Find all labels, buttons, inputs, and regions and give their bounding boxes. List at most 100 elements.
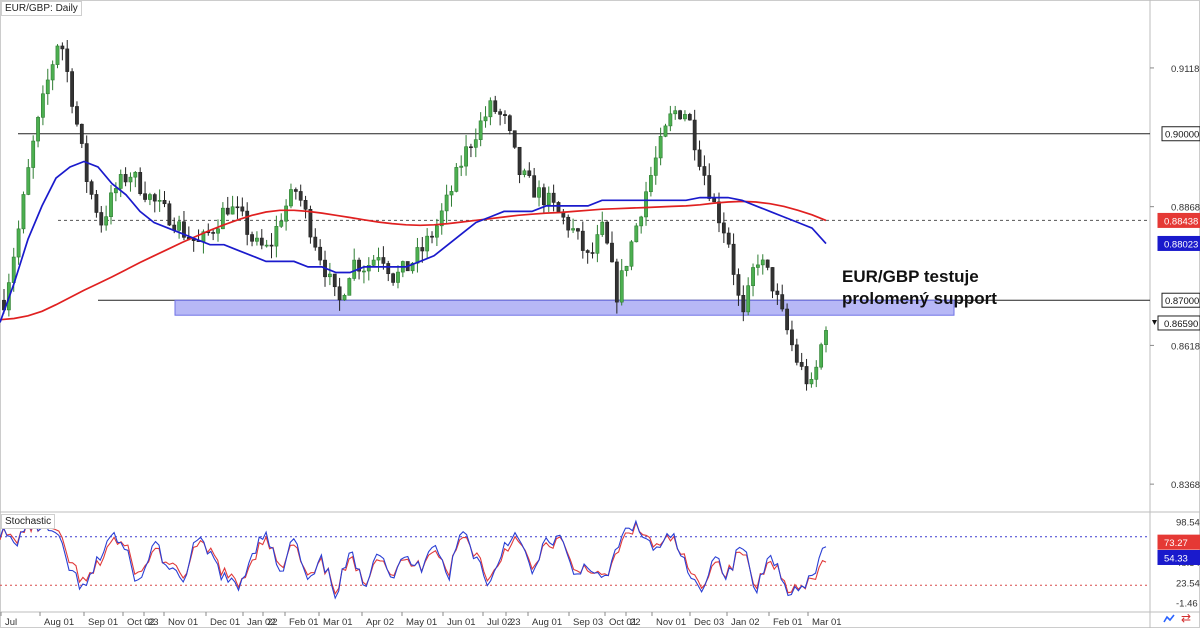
candle bbox=[804, 358, 809, 391]
candle bbox=[775, 283, 780, 305]
candle-body bbox=[639, 216, 644, 227]
candle bbox=[444, 184, 449, 223]
candle bbox=[41, 85, 45, 126]
candle bbox=[45, 68, 50, 105]
candle bbox=[128, 172, 133, 192]
candle-body bbox=[36, 117, 40, 142]
time-tick-label: 23 bbox=[148, 617, 159, 628]
time-tick-label: Nov 01 bbox=[656, 617, 686, 628]
candle-body bbox=[167, 203, 172, 226]
candle-body bbox=[337, 286, 342, 301]
candle-body bbox=[342, 295, 347, 301]
candle-body bbox=[357, 259, 361, 272]
candle-body bbox=[634, 225, 639, 243]
candle bbox=[600, 211, 605, 237]
price-badge: 0.88023 bbox=[1157, 235, 1200, 251]
candle bbox=[644, 181, 648, 226]
candle bbox=[415, 237, 420, 273]
level-label-text: 0.87000 bbox=[1165, 296, 1199, 307]
candle bbox=[70, 68, 74, 114]
candle bbox=[507, 114, 512, 135]
price-tick-label: 0.83686 bbox=[1171, 480, 1200, 491]
candle bbox=[352, 248, 357, 281]
candle bbox=[736, 268, 741, 306]
candle bbox=[551, 184, 556, 212]
candle bbox=[624, 265, 629, 277]
candle-body bbox=[245, 210, 250, 235]
support-zone-layer bbox=[174, 299, 955, 316]
candle-body bbox=[741, 295, 746, 313]
candle-body bbox=[259, 237, 264, 246]
candle bbox=[371, 254, 376, 267]
candle bbox=[595, 224, 600, 263]
candle-body bbox=[211, 232, 216, 234]
candle bbox=[687, 112, 692, 121]
candle-body bbox=[590, 252, 595, 254]
stochastic-badge-box bbox=[1157, 534, 1200, 550]
candle bbox=[245, 202, 250, 246]
candle bbox=[89, 179, 94, 200]
candle bbox=[498, 108, 503, 126]
candle-body bbox=[157, 200, 162, 202]
candle bbox=[240, 197, 245, 217]
tradingview-logo-icon[interactable] bbox=[1163, 614, 1175, 624]
candle-body bbox=[644, 191, 648, 218]
candle-body bbox=[673, 110, 678, 115]
candle bbox=[794, 338, 799, 366]
candle-body bbox=[721, 222, 726, 234]
candle-body bbox=[566, 216, 571, 231]
stochastic-k-line bbox=[0, 518, 827, 600]
candle-body bbox=[16, 228, 21, 258]
candle bbox=[799, 352, 804, 371]
candle bbox=[264, 239, 269, 248]
time-tick-label: Dec 01 bbox=[210, 617, 240, 628]
candle bbox=[619, 258, 624, 306]
candle bbox=[279, 213, 284, 228]
candle-body bbox=[225, 207, 230, 215]
time-tick-label: Mar 01 bbox=[323, 617, 353, 628]
candle-body bbox=[143, 193, 147, 200]
price-badge: 0.86590 bbox=[1152, 315, 1200, 331]
candle-body bbox=[624, 265, 629, 271]
candle bbox=[517, 146, 522, 184]
candle bbox=[94, 189, 99, 218]
candle-body bbox=[113, 188, 118, 194]
candle bbox=[605, 220, 610, 245]
candle bbox=[493, 95, 498, 114]
candle-body bbox=[648, 175, 653, 193]
candle-body bbox=[507, 115, 512, 131]
candle bbox=[434, 218, 439, 247]
candle-body bbox=[303, 200, 308, 210]
candle bbox=[123, 167, 128, 187]
candle bbox=[629, 240, 634, 271]
candle-body bbox=[585, 250, 590, 253]
candle-body bbox=[546, 192, 551, 206]
support-zone bbox=[174, 299, 955, 316]
candle-body bbox=[264, 244, 269, 247]
candle-body bbox=[444, 194, 449, 212]
candle-body bbox=[600, 221, 605, 235]
candle bbox=[522, 168, 527, 178]
candle-body bbox=[454, 167, 459, 192]
candle bbox=[420, 237, 425, 263]
candle bbox=[571, 218, 575, 234]
stochastic-tick-label: -1.46 bbox=[1176, 599, 1198, 610]
candle-body bbox=[318, 246, 323, 261]
level-label-text: 0.90000 bbox=[1165, 130, 1199, 141]
candle-body bbox=[177, 221, 182, 231]
candle-body bbox=[541, 187, 546, 206]
candle bbox=[585, 249, 590, 264]
time-tick-label: Jul 02 bbox=[487, 617, 512, 628]
candle-body bbox=[697, 149, 702, 167]
candle-body bbox=[104, 216, 109, 226]
candle bbox=[177, 215, 182, 239]
candle-body bbox=[347, 278, 352, 296]
candle-body bbox=[556, 202, 561, 213]
stochastic-d-line bbox=[0, 518, 827, 595]
time-tick-label: Jan 02 bbox=[247, 617, 276, 628]
price-badge-box bbox=[1157, 212, 1200, 228]
close-icon[interactable]: ⇄ bbox=[1181, 611, 1192, 625]
candle-body bbox=[308, 208, 313, 238]
